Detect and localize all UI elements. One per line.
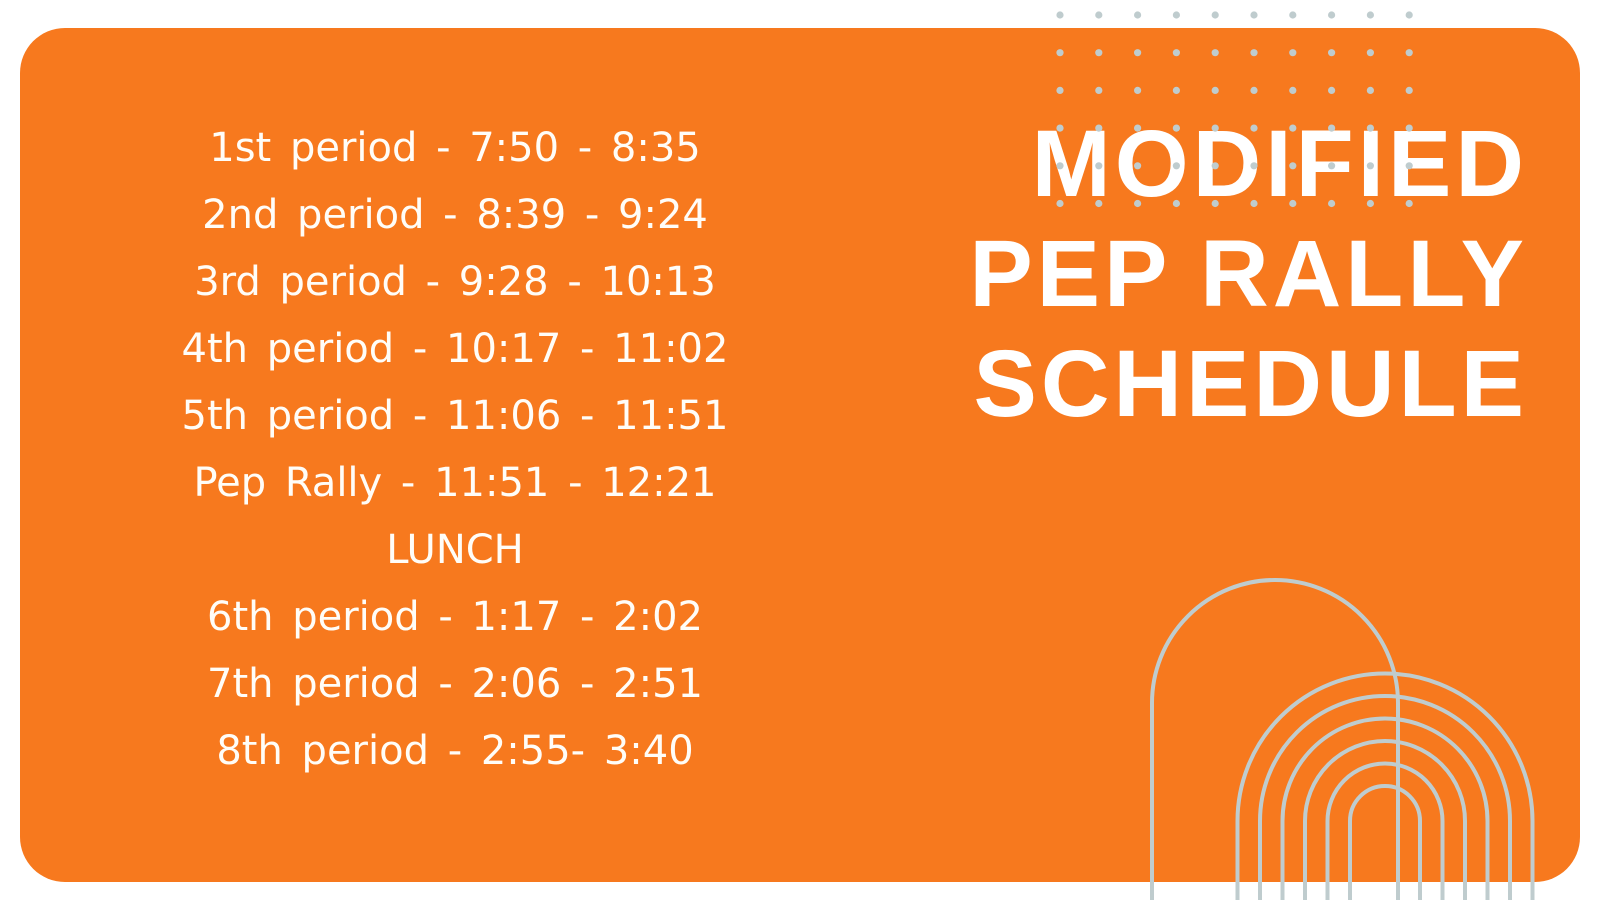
schedule-line: Pep Rally - 11:51 - 12:21 <box>193 460 717 506</box>
schedule-line: 6th period - 1:17 - 2:02 <box>207 594 703 640</box>
dot <box>1134 11 1142 19</box>
dot <box>1056 11 1064 19</box>
schedule-line-lunch: LUNCH <box>386 527 524 573</box>
dot <box>1250 11 1258 19</box>
dot <box>1328 11 1336 19</box>
dot <box>1095 11 1103 19</box>
title-line: PEP RALLY <box>969 221 1528 327</box>
schedule-list: 1st period - 7:50 - 8:35 2nd period - 8:… <box>90 115 820 785</box>
dot <box>1405 11 1413 19</box>
schedule-line: 3rd period - 9:28 - 10:13 <box>194 259 716 305</box>
dot <box>1366 11 1374 19</box>
dot <box>1211 11 1219 19</box>
schedule-line: 5th period - 11:06 - 11:51 <box>181 393 729 439</box>
schedule-line: 1st period - 7:50 - 8:35 <box>209 125 701 171</box>
dot <box>1289 11 1297 19</box>
schedule-line: 8th period - 2:55- 3:40 <box>216 728 694 774</box>
dot <box>1172 11 1180 19</box>
title-line: MODIFIED <box>1031 111 1528 217</box>
title-line: SCHEDULE <box>973 331 1528 437</box>
poster-title: MODIFIED PEP RALLY SCHEDULE <box>969 109 1528 439</box>
schedule-line: 4th period - 10:17 - 11:02 <box>181 326 729 372</box>
schedule-line: 2nd period - 8:39 - 9:24 <box>202 192 708 238</box>
schedule-line: 7th period - 2:06 - 2:51 <box>207 661 703 707</box>
